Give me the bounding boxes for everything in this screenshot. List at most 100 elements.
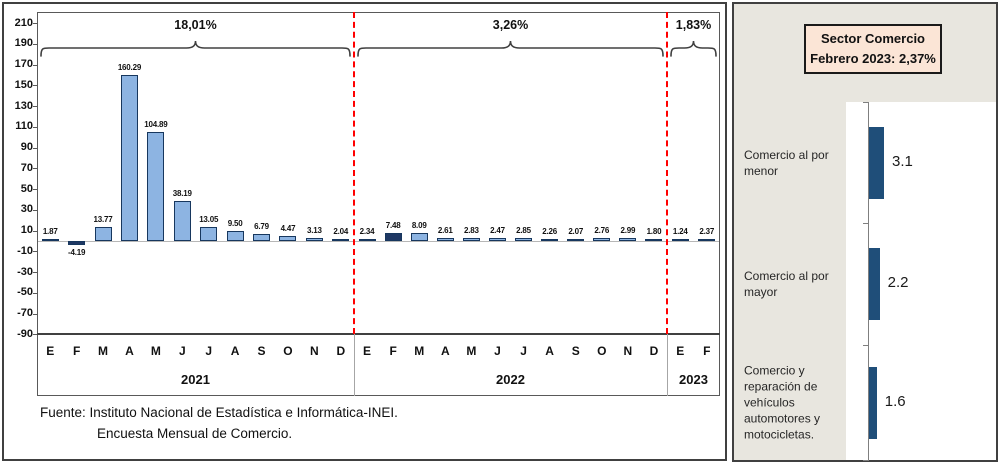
month-label: O	[597, 344, 607, 358]
year-brace	[670, 40, 717, 57]
year-brace	[357, 40, 664, 57]
y-tick-mark	[33, 209, 37, 211]
bar-value-label: 2.37	[699, 226, 715, 236]
month-label: J	[205, 344, 213, 358]
y-tick-mark	[33, 313, 37, 315]
sector-title-box: Sector Comercio Febrero 2023: 2,37%	[804, 24, 942, 75]
sector-category-label: Comercio al por menor	[744, 147, 829, 178]
bar	[593, 238, 611, 241]
y-tick-label: 210	[14, 16, 33, 29]
bar-value-label: 1.24	[672, 227, 688, 237]
sector-bar	[869, 126, 885, 199]
month-label: M	[150, 344, 161, 358]
month-label: J	[520, 344, 527, 358]
source-line-2: Encuesta Mensual de Comercio.	[97, 425, 293, 441]
bar	[645, 239, 663, 242]
sector-bar-value-label: 1.6	[884, 392, 906, 410]
sector-axis-line	[868, 102, 869, 460]
bar-value-label: 2.47	[490, 226, 505, 236]
month-label: F	[72, 344, 81, 358]
month-label: S	[257, 344, 266, 358]
bar	[358, 238, 376, 241]
y-tick-mark	[33, 292, 37, 294]
sector-title-line-1: Sector Comercio	[820, 31, 926, 46]
bar-value-label: 2.26	[542, 226, 558, 236]
y-tick-label: 90	[20, 141, 33, 154]
month-label: F	[703, 344, 711, 358]
year-label: 2023	[679, 372, 708, 387]
bar	[436, 238, 454, 241]
year-divider-separator	[667, 334, 668, 396]
sector-bar	[869, 248, 880, 320]
bar-value-label: 4.47	[280, 224, 296, 234]
bar-value-label: 6.79	[254, 221, 269, 231]
bar-value-label: 38.19	[172, 189, 192, 199]
bar-value-label: 2.76	[594, 226, 610, 236]
month-label: A	[125, 344, 134, 358]
bar	[488, 238, 506, 241]
month-label: A	[230, 344, 240, 358]
zero-gridline	[38, 241, 719, 242]
y-tick-mark	[33, 189, 37, 191]
y-tick-mark	[33, 126, 37, 128]
sector-category-label: Comercio al por mayor	[744, 268, 829, 299]
year-divider-dashed-line	[353, 12, 355, 334]
y-tick-mark	[33, 23, 37, 25]
year-brace	[40, 40, 351, 57]
bar	[305, 237, 323, 241]
month-label: N	[310, 344, 319, 358]
period-annotation: 1,83%	[675, 18, 712, 32]
period-annotation: 18,01%	[174, 18, 217, 32]
bar	[462, 238, 480, 241]
bar-value-label: 1.87	[42, 227, 58, 237]
bar-value-label: 8.09	[411, 220, 427, 230]
y-tick-mark	[33, 106, 37, 108]
year-label: 2022	[496, 372, 525, 387]
y-tick-label: 170	[14, 58, 33, 71]
month-label: N	[623, 344, 633, 358]
bar	[147, 132, 165, 241]
monthly-variation-chart-figure: Fuente: Instituto Nacional de Estadístic…	[2, 2, 727, 461]
bar-value-label: 3.13	[306, 225, 322, 235]
month-label: J	[494, 344, 501, 358]
y-tick-label: -90	[17, 327, 33, 340]
bar-value-label: 104.89	[144, 120, 168, 130]
y-tick-mark	[33, 251, 37, 253]
y-tick-label: -30	[17, 265, 33, 278]
y-tick-label: 150	[14, 78, 33, 91]
month-label: M	[466, 344, 477, 358]
y-tick-label: -50	[17, 286, 33, 299]
bar	[173, 201, 191, 241]
bar	[226, 231, 244, 241]
month-label: A	[545, 344, 554, 358]
sector-comercio-panel: Sector Comercio Febrero 2023: 2,37% 3.1 C…	[732, 2, 998, 462]
bar	[671, 239, 689, 242]
sector-category-label: Comercio y reparación de vehículos autom…	[744, 363, 821, 442]
sector-axis-tick	[863, 460, 869, 461]
month-label: D	[649, 344, 659, 358]
bar	[410, 232, 428, 241]
y-tick-mark	[33, 85, 37, 87]
bar	[41, 239, 59, 242]
bar-value-label: 2.99	[620, 225, 636, 235]
bar	[200, 227, 218, 241]
bar	[619, 237, 637, 241]
y-tick-label: 30	[20, 203, 33, 216]
month-label: E	[46, 344, 55, 358]
bar	[120, 74, 138, 241]
bar-value-label: 2.83	[463, 226, 479, 236]
y-tick-mark	[33, 147, 37, 149]
source-note: Fuente: Instituto Nacional de Estadístic…	[40, 403, 398, 445]
sector-bar-value-label: 3.1	[892, 152, 913, 170]
month-label: A	[440, 344, 450, 358]
source-line-1: Fuente: Instituto Nacional de Estadístic…	[40, 405, 398, 420]
y-tick-mark	[33, 272, 37, 274]
bar	[68, 241, 86, 246]
y-tick-label: 50	[20, 182, 33, 195]
bar-value-label: 2.07	[568, 226, 584, 236]
bar	[279, 236, 297, 241]
bar-value-label: 13.77	[93, 214, 113, 224]
sector-axis-tick	[863, 223, 869, 224]
y-tick-label: -70	[17, 307, 33, 320]
